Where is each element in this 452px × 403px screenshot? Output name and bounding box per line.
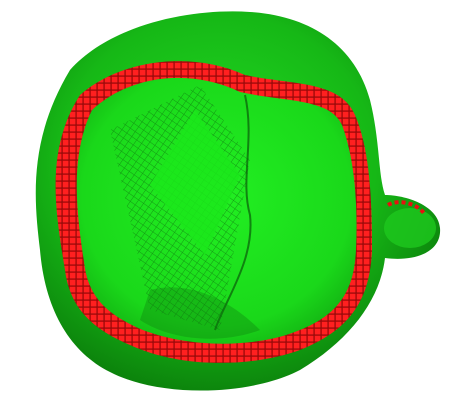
crease — [214, 94, 252, 331]
knob — [384, 208, 436, 248]
shadow — [140, 287, 260, 339]
lattice-diamond — [150, 110, 240, 255]
knob-rim — [386, 200, 427, 217]
